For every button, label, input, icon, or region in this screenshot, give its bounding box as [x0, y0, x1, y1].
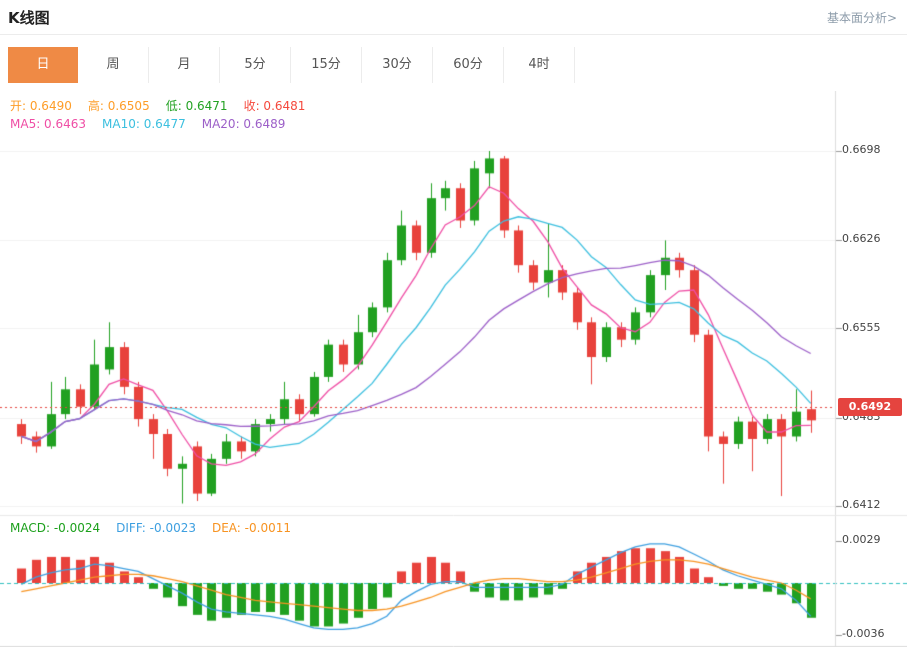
ohlc-legend: 开: 0.6490 高: 0.6505 低: 0.6471 收: 0.6481	[10, 97, 305, 114]
dea-value: DEA: -0.0011	[211, 521, 291, 535]
macd-axis-label: -0.0036	[842, 627, 885, 641]
tab-5min[interactable]: 5分	[220, 47, 291, 83]
price-axis-label: 0.6698	[842, 143, 881, 156]
page-header: K线图 基本面分析>	[0, 0, 907, 35]
macd-axis-label: 0.0029	[842, 533, 881, 546]
page-title: K线图	[8, 9, 50, 27]
last-price-tag: 0.6492	[838, 397, 902, 416]
tab-day[interactable]: 日	[8, 47, 78, 83]
fundamental-analysis-link[interactable]: 基本面分析>	[826, 11, 897, 25]
tab-30min[interactable]: 30分	[362, 47, 433, 83]
interval-tab-bar: 日 周 月 5分 15分 30分 60分 4时	[8, 47, 907, 83]
ma20-value: MA20: 0.6489	[201, 117, 286, 131]
tab-week[interactable]: 周	[78, 47, 149, 83]
macd-value: MACD: -0.0024	[10, 521, 101, 535]
price-axis-label: 0.6412	[842, 498, 881, 511]
kline-chart-canvas[interactable]	[0, 91, 907, 647]
ma-legend: MA5: 0.6463 MA10: 0.6477 MA20: 0.6489	[10, 117, 285, 131]
tab-month[interactable]: 月	[149, 47, 220, 83]
low-value: 低: 0.6471	[165, 99, 228, 113]
price-axis-label: 0.6555	[842, 320, 881, 334]
ma10-value: MA10: 0.6477	[102, 117, 186, 131]
tab-15min[interactable]: 15分	[291, 47, 362, 83]
chart-area: 开: 0.6490 高: 0.6505 低: 0.6471 收: 0.6481 …	[0, 91, 907, 647]
tab-60min[interactable]: 60分	[433, 47, 504, 83]
price-axis-label: 0.6626	[842, 232, 881, 246]
macd-legend: MACD: -0.0024 DIFF: -0.0023 DEA: -0.0011	[10, 521, 291, 535]
close-value: 收: 0.6481	[243, 99, 306, 113]
ma5-value: MA5: 0.6463	[10, 117, 87, 131]
diff-value: DIFF: -0.0023	[116, 521, 196, 535]
tab-4hour[interactable]: 4时	[504, 47, 575, 83]
open-value: 开: 0.6490	[10, 99, 72, 113]
high-value: 高: 0.6505	[87, 99, 150, 113]
